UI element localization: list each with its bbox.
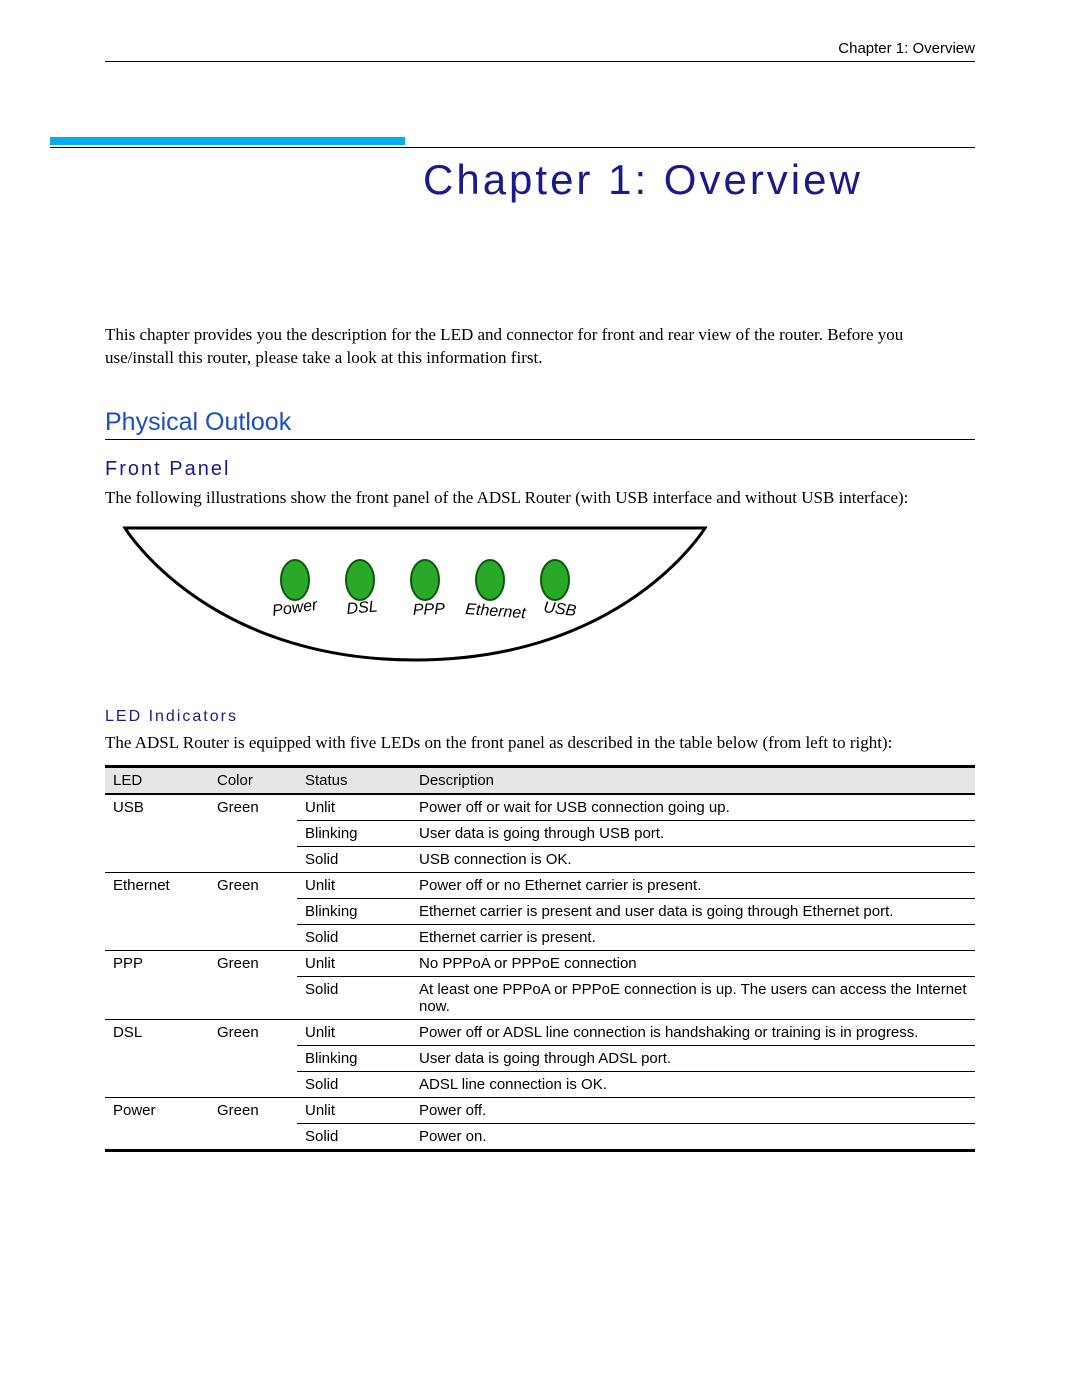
table-row: PPPGreenUnlitNo PPPoA or PPPoE connectio… [105,950,975,976]
table-row: DSLGreenUnlitPower off or ADSL line conn… [105,1019,975,1045]
cell-led: Power [105,1097,209,1150]
chapter-title-block: Chapter 1: Overview [50,137,975,204]
subsection-heading-front-panel: Front Panel [105,458,975,481]
cell-description: Power off or wait for USB connection goi… [411,794,975,821]
cell-description: ADSL line connection is OK. [411,1071,975,1097]
cell-led: Ethernet [105,872,209,950]
table-header-status: Status [297,766,411,794]
cell-status: Unlit [297,872,411,898]
cell-status: Solid [297,846,411,872]
cell-led: DSL [105,1019,209,1097]
table-row: EthernetGreenUnlitPower off or no Ethern… [105,872,975,898]
cell-status: Solid [297,976,411,1019]
subsubsection-heading-led-indicators: LED Indicators [105,708,975,726]
cell-status: Unlit [297,1019,411,1045]
cell-description: No PPPoA or PPPoE connection [411,950,975,976]
cell-description: At least one PPPoA or PPPoE connection i… [411,976,975,1019]
cell-status: Solid [297,924,411,950]
led-indicators-table: LED Color Status Description USBGreenUnl… [105,765,975,1152]
breadcrumb: Chapter 1: Overview [838,40,975,57]
cell-status: Blinking [297,898,411,924]
cell-status: Blinking [297,1045,411,1071]
front-panel-illustration: Power DSL PPP Ethernet USB [105,520,725,690]
led-label-usb: USB [543,599,578,620]
cell-color: Green [209,794,297,873]
cell-status: Unlit [297,794,411,821]
cell-description: Ethernet carrier is present and user dat… [411,898,975,924]
cell-description: USB connection is OK. [411,846,975,872]
led-dsl-icon [346,560,374,600]
cell-description: Power off or ADSL line connection is han… [411,1019,975,1045]
cell-status: Unlit [297,950,411,976]
led-power-icon [281,560,309,600]
led-ethernet-icon [476,560,504,600]
section-heading-physical-outlook: Physical Outlook [105,408,975,440]
cell-status: Unlit [297,1097,411,1123]
cell-color: Green [209,1019,297,1097]
table-row: USBGreenUnlitPower off or wait for USB c… [105,794,975,821]
chapter-title: Chapter 1: Overview [405,148,863,204]
led-label-ppp: PPP [413,601,446,619]
cell-color: Green [209,950,297,1019]
cell-led: USB [105,794,209,873]
table-header-desc: Description [411,766,975,794]
table-header-color: Color [209,766,297,794]
table-header-row: LED Color Status Description [105,766,975,794]
cell-description: Ethernet carrier is present. [411,924,975,950]
cell-description: Power off. [411,1097,975,1123]
table-row: PowerGreenUnlitPower off. [105,1097,975,1123]
cell-description: Power off or no Ethernet carrier is pres… [411,872,975,898]
front-panel-text: The following illustrations show the fro… [105,487,975,510]
led-label-dsl: DSL [346,598,378,618]
cell-status: Solid [297,1071,411,1097]
led-indicators-text: The ADSL Router is equipped with five LE… [105,732,975,755]
cell-description: User data is going through ADSL port. [411,1045,975,1071]
led-label-power: Power [271,597,319,620]
cell-description: User data is going through USB port. [411,820,975,846]
cell-status: Solid [297,1123,411,1150]
cell-color: Green [209,1097,297,1150]
cell-color: Green [209,872,297,950]
table-header-led: LED [105,766,209,794]
led-ppp-icon [411,560,439,600]
cell-description: Power on. [411,1123,975,1150]
intro-paragraph: This chapter provides you the descriptio… [105,324,975,370]
cell-status: Blinking [297,820,411,846]
title-accent-bar [50,137,405,145]
led-usb-icon [541,560,569,600]
page-header: Chapter 1: Overview [105,40,975,62]
led-label-ethernet: Ethernet [465,601,527,622]
cell-led: PPP [105,950,209,1019]
